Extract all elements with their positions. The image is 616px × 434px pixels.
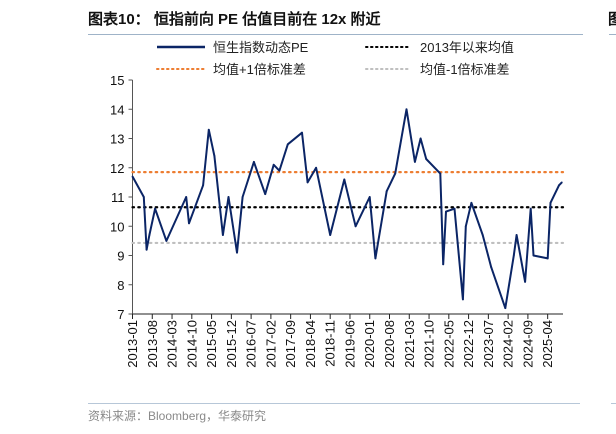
pe-data-point xyxy=(227,196,230,198)
pe-data-point xyxy=(278,169,281,172)
pe-data-point xyxy=(490,266,493,269)
x-tick-label: 2020-01 xyxy=(362,320,377,368)
y-tick-label: 12 xyxy=(110,161,124,176)
pe-data-point xyxy=(221,234,224,236)
y-tick-label: 13 xyxy=(110,132,124,147)
pe-data-point xyxy=(405,108,408,111)
x-tick-label: 2024-02 xyxy=(501,320,516,368)
pe-data-point xyxy=(185,196,188,198)
x-tick-label: 2019-06 xyxy=(342,320,357,368)
pe-data-point xyxy=(236,251,238,254)
pe-data-point xyxy=(560,181,563,184)
pe-data-point xyxy=(462,298,464,301)
pe-data-point xyxy=(385,190,388,193)
pe-data-point xyxy=(148,234,151,236)
pe-data-point xyxy=(532,254,535,257)
pe-data-point xyxy=(394,172,397,175)
pe-series-line xyxy=(131,108,563,310)
y-tick-label: 7 xyxy=(117,307,124,322)
pe-data-point xyxy=(154,207,156,210)
x-tick-label: 2013-08 xyxy=(145,320,160,368)
pe-data-point xyxy=(264,193,267,195)
x-tick-label: 2022-05 xyxy=(441,320,456,368)
x-tick-label: 2017-02 xyxy=(263,320,278,368)
y-tick-label: 15 xyxy=(110,73,124,88)
title-divider xyxy=(88,34,583,35)
pe-data-point xyxy=(442,263,445,266)
x-tick-label: 2018-11 xyxy=(323,320,338,367)
pe-data-point xyxy=(207,128,210,131)
x-tick-label: 2017-09 xyxy=(283,320,298,368)
x-tick-label: 2016-07 xyxy=(244,320,259,368)
pe-data-point xyxy=(414,161,416,163)
figure-title: 图表10： 恒指前向 PE 估值目前在 12x 附近 xyxy=(88,11,381,28)
pe-data-point xyxy=(165,239,168,242)
y-tick-label: 10 xyxy=(110,219,124,234)
pe-data-point xyxy=(524,280,526,283)
x-tick-label: 2022-12 xyxy=(461,320,476,368)
x-tick-label: 2020-08 xyxy=(382,320,397,368)
pe-data-point xyxy=(145,248,148,251)
y-tick-label: 8 xyxy=(117,278,124,293)
pe-data-point xyxy=(549,201,552,204)
next-figure-divider xyxy=(609,34,616,35)
pe-data-point xyxy=(481,234,484,236)
x-tick-label: 2023-07 xyxy=(481,320,496,368)
x-tick-label: 2014-03 xyxy=(165,320,180,368)
x-tick-label: 2015-05 xyxy=(204,320,219,368)
x-tick-label: 2014-10 xyxy=(184,320,199,368)
pe-data-point xyxy=(504,307,507,310)
next-source-divider xyxy=(611,403,616,404)
y-tick-label: 9 xyxy=(117,249,124,264)
pe-data-point xyxy=(131,175,134,178)
pe-data-point xyxy=(515,234,518,236)
pe-data-point xyxy=(464,225,467,228)
pe-data-point xyxy=(453,207,456,210)
legend-label-minus1sd: 均值-1倍标准差 xyxy=(420,62,510,77)
x-tick-label: 2024-09 xyxy=(520,320,535,368)
pe-data-point xyxy=(213,155,216,157)
pe-data-point xyxy=(286,143,289,146)
pe-data-point xyxy=(241,196,244,198)
pe-data-point xyxy=(439,172,442,175)
pe-data-point xyxy=(306,181,309,184)
pe-data-point xyxy=(343,178,346,181)
pe-data-point xyxy=(354,225,357,228)
pe-data-point xyxy=(470,201,473,204)
pe-data-point xyxy=(558,184,560,187)
pe-data-point xyxy=(188,222,190,225)
x-tick-label: 2021-03 xyxy=(402,320,417,368)
pe-data-point xyxy=(272,163,275,166)
pe-data-point xyxy=(368,196,371,198)
pe-data-point xyxy=(301,131,303,134)
source-note: 资料来源：Bloomberg，华泰研究 xyxy=(88,409,267,423)
y-tick-label: 11 xyxy=(111,190,125,205)
pe-data-point xyxy=(142,196,145,198)
x-tick-label: 2015-12 xyxy=(224,320,239,368)
legend-label-pe: 恒生指数动态PE xyxy=(213,40,309,55)
source-divider xyxy=(88,403,580,404)
pe-data-point xyxy=(512,254,515,257)
pe-data-point xyxy=(419,137,422,140)
x-tick-label: 2018-04 xyxy=(303,320,318,368)
x-tick-label: 2021-10 xyxy=(422,320,437,368)
x-tick-label: 2025-04 xyxy=(540,320,555,368)
pe-data-point xyxy=(425,158,428,160)
pe-data-point xyxy=(329,234,332,236)
y-tick-label: 14 xyxy=(110,102,124,117)
pe-data-point xyxy=(374,257,377,260)
pe-data-point xyxy=(202,184,205,187)
pe-data-point xyxy=(546,257,549,260)
legend-label-plus1sd: 均值+1倍标准差 xyxy=(213,62,306,77)
legend-label-mean: 2013年以来均值 xyxy=(420,40,514,55)
pe-data-point xyxy=(315,166,317,169)
x-tick-label: 2013-01 xyxy=(125,320,140,368)
legend: 恒生指数动态PE 2013年以来均值 均值+1倍标准差 均值-1倍标准差 xyxy=(156,40,514,77)
pe-data-point xyxy=(529,207,532,210)
next-figure-title-fragment: 图 xyxy=(608,11,616,28)
pe-data-point xyxy=(253,161,255,163)
pe-data-point xyxy=(445,210,447,213)
